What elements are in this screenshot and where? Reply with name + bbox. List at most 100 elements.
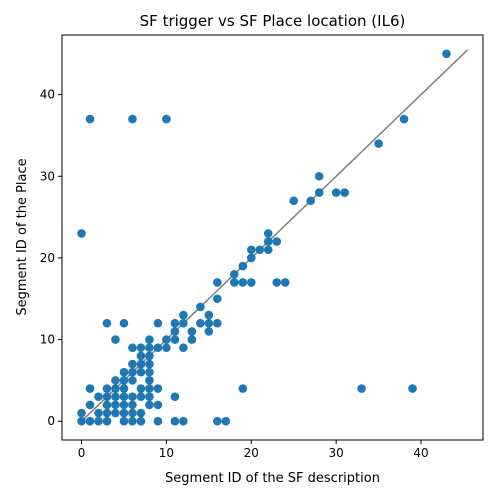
chart-title: SF trigger vs SF Place location (IL6) xyxy=(140,12,406,30)
data-point xyxy=(136,384,146,393)
data-point xyxy=(119,400,129,410)
y-tick-label: 30 xyxy=(40,169,55,183)
data-point xyxy=(272,278,282,287)
data-point xyxy=(111,400,120,410)
data-point xyxy=(263,245,273,255)
data-point xyxy=(119,384,129,393)
data-point xyxy=(94,416,103,426)
data-point xyxy=(187,327,197,336)
x-tick-label: 10 xyxy=(159,446,174,460)
data-point xyxy=(102,392,112,402)
data-point xyxy=(162,343,171,353)
data-point xyxy=(213,318,222,328)
reference-line xyxy=(81,49,469,422)
data-point xyxy=(128,416,137,426)
data-point xyxy=(179,416,188,426)
data-point xyxy=(136,408,146,418)
data-point xyxy=(153,343,163,353)
data-point xyxy=(136,367,146,377)
plot-frame xyxy=(61,34,484,441)
data-point xyxy=(246,245,256,255)
data-point xyxy=(213,278,222,287)
data-point xyxy=(136,416,146,426)
x-axis: 0 10 20 30 40 xyxy=(78,440,429,460)
data-point xyxy=(246,253,256,263)
data-point xyxy=(263,229,273,238)
y-axis-label: Segment ID of the Place xyxy=(15,158,30,315)
data-point xyxy=(162,335,171,344)
data-point xyxy=(170,327,180,336)
data-point xyxy=(238,384,248,393)
y-tick-label: 20 xyxy=(40,251,55,265)
data-point xyxy=(153,416,163,426)
data-point xyxy=(119,376,129,385)
data-point xyxy=(85,416,95,426)
data-point xyxy=(102,384,112,393)
data-point xyxy=(136,343,146,353)
data-point xyxy=(170,392,180,402)
data-point xyxy=(77,416,86,426)
data-point xyxy=(179,343,188,353)
data-point xyxy=(238,278,248,287)
data-point xyxy=(128,343,137,353)
data-point xyxy=(111,335,120,344)
data-point xyxy=(170,335,180,344)
data-point xyxy=(153,400,163,410)
data-point xyxy=(145,400,154,410)
data-point xyxy=(119,416,129,426)
data-point xyxy=(255,245,265,255)
data-point xyxy=(94,392,103,402)
data-point xyxy=(128,400,137,410)
points-layer xyxy=(77,49,451,426)
x-tick-label: 0 xyxy=(78,446,86,460)
data-point xyxy=(128,114,137,124)
reference-line-layer xyxy=(81,49,469,422)
data-point xyxy=(136,359,146,369)
data-point xyxy=(128,392,137,402)
data-point xyxy=(374,139,383,148)
data-point xyxy=(128,408,137,418)
y-tick-label: 10 xyxy=(40,333,55,347)
data-point xyxy=(179,318,188,328)
data-point xyxy=(77,408,86,418)
data-point xyxy=(170,318,180,328)
data-point xyxy=(111,392,120,402)
data-point xyxy=(111,376,120,385)
data-point xyxy=(85,384,95,393)
data-point xyxy=(196,318,205,328)
x-axis-label: Segment ID of the SF description xyxy=(165,471,380,486)
data-point xyxy=(119,408,129,418)
data-point xyxy=(314,188,324,197)
data-point xyxy=(289,196,299,206)
data-point xyxy=(153,384,163,393)
data-point xyxy=(230,269,239,279)
data-point xyxy=(128,376,137,385)
data-point xyxy=(357,384,366,393)
x-tick-label: 30 xyxy=(329,446,344,460)
data-point xyxy=(162,114,171,124)
data-point xyxy=(136,351,146,361)
data-point xyxy=(102,408,112,418)
data-point xyxy=(280,278,290,287)
data-point xyxy=(145,367,154,377)
data-point xyxy=(136,392,146,402)
data-point xyxy=(119,318,129,328)
data-point xyxy=(77,229,86,238)
data-point xyxy=(94,408,103,418)
data-point xyxy=(145,359,154,369)
data-point xyxy=(102,400,112,410)
data-point xyxy=(221,416,231,426)
data-point xyxy=(145,351,154,361)
data-point xyxy=(246,278,256,287)
data-point xyxy=(111,408,120,418)
data-point xyxy=(306,196,315,206)
data-point xyxy=(85,114,95,124)
data-point xyxy=(272,237,282,246)
data-point xyxy=(213,416,222,426)
data-point xyxy=(119,367,129,377)
data-point xyxy=(204,318,214,328)
y-tick-label: 40 xyxy=(40,88,55,102)
data-point xyxy=(263,237,273,246)
data-point xyxy=(145,376,154,385)
